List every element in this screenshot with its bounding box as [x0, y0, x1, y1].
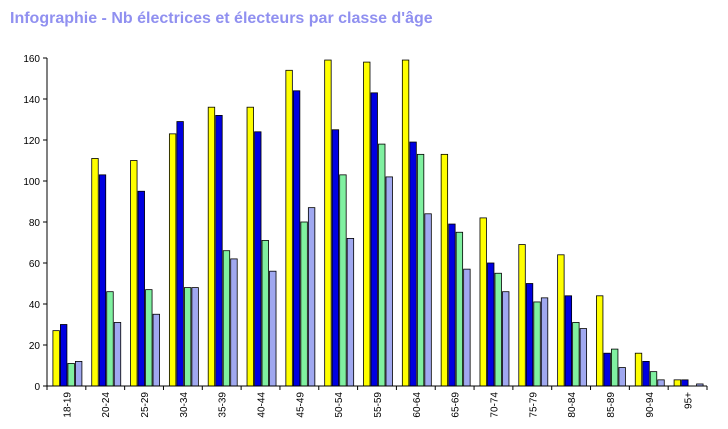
bar: [657, 379, 665, 387]
x-tick-label: 40-44: [257, 392, 268, 418]
y-tick-label: 20: [29, 341, 41, 352]
bar: [254, 131, 262, 387]
x-tick-label: 90-94: [645, 392, 656, 418]
bar: [479, 217, 487, 387]
bar: [463, 268, 471, 387]
bar: [487, 262, 495, 387]
x-tick-label: 80-84: [567, 392, 578, 418]
x-tick-label: 45-49: [295, 392, 306, 418]
bar: [557, 254, 565, 387]
bar: [525, 283, 534, 387]
bar: [634, 352, 643, 387]
y-tick-label: 100: [23, 177, 40, 188]
bar: [378, 143, 386, 387]
bar: [502, 291, 510, 387]
bar: [331, 129, 340, 387]
bar: [246, 106, 254, 387]
x-tick-label: 35-39: [218, 392, 229, 418]
bar: [642, 360, 650, 387]
bar: [75, 360, 83, 387]
bar: [339, 174, 347, 387]
bar: [579, 328, 588, 387]
bar: [518, 244, 526, 387]
bar: [596, 295, 604, 387]
bar: [60, 324, 68, 387]
y-tick-label: 60: [29, 259, 41, 270]
x-tick-label: 75-79: [528, 392, 539, 418]
y-tick-label: 120: [23, 136, 40, 147]
bar: [409, 141, 417, 387]
bar: [176, 121, 184, 387]
bar: [370, 92, 378, 387]
bar: [269, 270, 277, 387]
bar: [285, 69, 293, 387]
bar: [152, 313, 160, 387]
bar: [416, 153, 425, 387]
bar: [261, 240, 269, 387]
bar: [681, 379, 689, 387]
bar: [183, 287, 192, 387]
bar: [401, 59, 410, 387]
bar: [307, 207, 316, 387]
bar: [168, 133, 177, 387]
bar: [230, 258, 238, 387]
bar: [448, 223, 456, 387]
bar: [52, 330, 60, 387]
bar: [673, 379, 681, 387]
x-tick-label: 25-29: [140, 392, 151, 418]
bar: [98, 174, 107, 387]
chart-title: Infographie - Nb électrices et électeurs…: [10, 10, 433, 27]
bar: [424, 213, 432, 387]
bar: [324, 59, 332, 387]
y-tick-label: 40: [29, 300, 41, 311]
x-tick-label: 18-19: [62, 392, 73, 418]
bar: [145, 289, 153, 387]
bar: [564, 295, 573, 387]
bar: [207, 106, 216, 387]
x-tick-label: 20-24: [101, 392, 112, 418]
bar: [611, 348, 619, 387]
bar: [618, 367, 626, 387]
y-tick-label: 0: [34, 382, 40, 393]
bar: [346, 237, 355, 387]
bar: [113, 322, 122, 387]
x-tick-label: 65-69: [451, 392, 462, 418]
bar: [130, 160, 138, 387]
bar: [385, 176, 393, 387]
x-tick-label: 85-89: [606, 392, 617, 418]
bar: [540, 297, 549, 387]
x-tick-label: 70-74: [489, 392, 500, 418]
x-tick-label: 55-59: [373, 392, 384, 418]
bar: [494, 272, 502, 387]
bar: [67, 363, 75, 387]
bar: [222, 250, 231, 387]
bar: [455, 231, 464, 387]
x-tick-label: 60-64: [412, 392, 423, 418]
y-tick-label: 160: [23, 54, 40, 65]
bar: [572, 322, 580, 387]
y-tick-label: 80: [29, 218, 41, 229]
x-tick-label: 30-34: [179, 392, 190, 418]
bar: [300, 221, 308, 387]
bar: [649, 371, 658, 387]
bar: [191, 287, 199, 387]
bar: [106, 291, 114, 387]
bar: [292, 90, 301, 387]
bar: [440, 153, 449, 387]
bar: [363, 61, 371, 387]
x-tick-label: 95+: [684, 392, 695, 409]
bar: [533, 301, 541, 387]
bar: [137, 190, 145, 387]
bar: [91, 158, 99, 387]
bar: [603, 352, 611, 387]
bar: [215, 115, 223, 387]
x-tick-label: 50-54: [334, 392, 345, 418]
y-tick-label: 140: [23, 95, 40, 106]
